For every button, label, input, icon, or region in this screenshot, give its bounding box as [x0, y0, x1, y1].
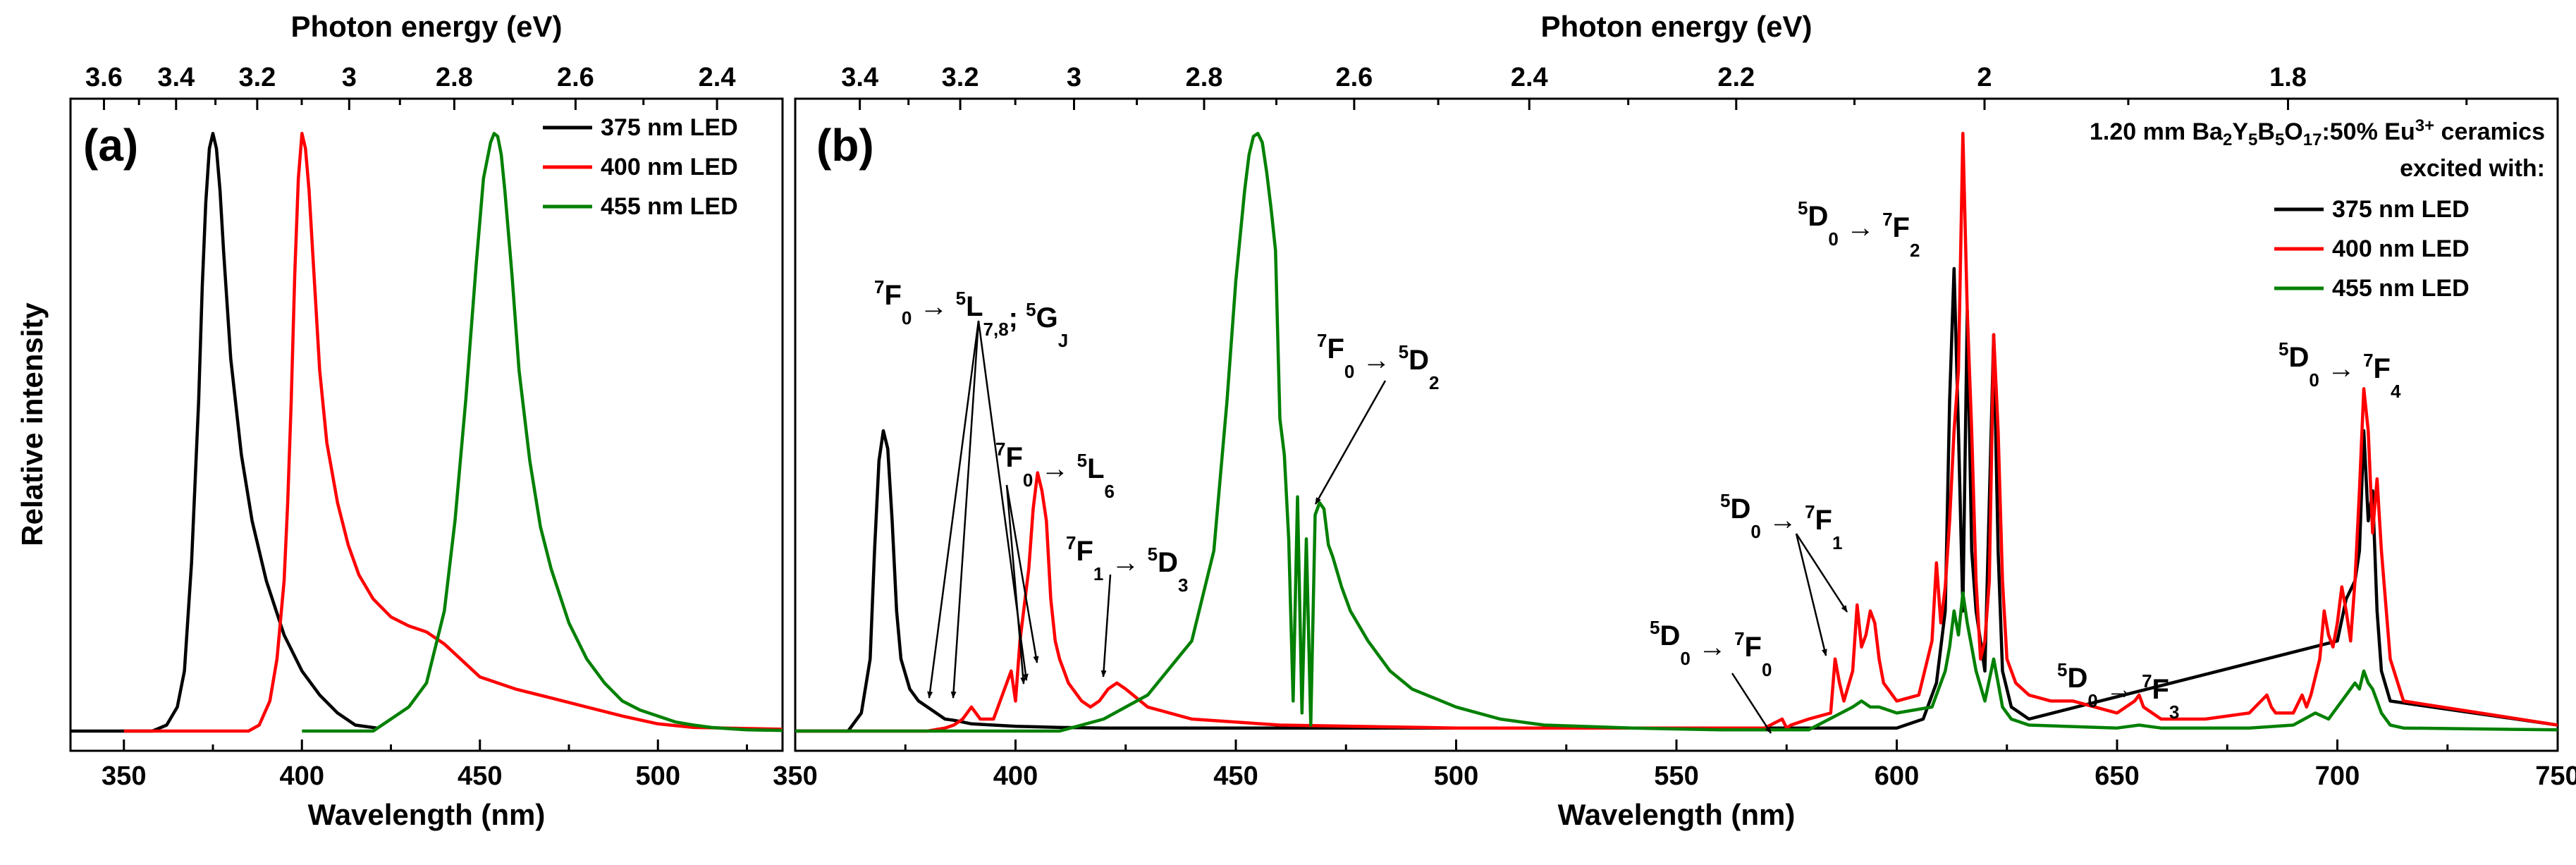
- top-tick-label: 3.2: [238, 63, 276, 92]
- legend: 1.20 mm Ba2Y5B5O17:50% Eu3+ ceramics exci…: [2090, 116, 2545, 302]
- annotation-arrow: [1731, 673, 1772, 734]
- legend-subtitle: excited with:: [2400, 155, 2545, 182]
- legend-entry: 375 nm LED: [601, 114, 738, 141]
- annotation-arrow: [927, 320, 980, 699]
- x-tick-label: 550: [1654, 761, 1698, 791]
- annotation-a1: 7F0 → 5L7,8; 5GJ: [874, 276, 1068, 351]
- plot-frame: [69, 97, 784, 752]
- panel-label: (a): [83, 120, 138, 171]
- x-tick-label: 700: [2315, 761, 2360, 791]
- legend-entry: 400 nm LED: [601, 154, 738, 180]
- x-tick-label: 400: [993, 761, 1038, 791]
- transition-annotations: 7F0 → 5L7,8; 5GJ 7F0 → 5L6 7F1 → 5D3 7F0 → …: [874, 197, 2401, 734]
- legend-entry: 455 nm LED: [601, 193, 738, 220]
- top-tick-label: 2.8: [436, 63, 473, 92]
- series-line-400-nm-led: [123, 132, 783, 733]
- x-tick-label: 500: [636, 761, 680, 791]
- legend-entry: 400 nm LED: [2332, 235, 2470, 262]
- top-tick-label: 2.4: [699, 63, 736, 92]
- series-line-400-nm-led: [795, 132, 2558, 733]
- annotation-arrow: [950, 320, 980, 699]
- top-axis-title: Photon energy (eV): [290, 10, 562, 43]
- top-axis-title: Photon energy (eV): [1540, 10, 1812, 43]
- x-tick-label: 750: [2535, 761, 2576, 791]
- annotation-a2: 7F0 → 5L6: [995, 438, 1115, 502]
- annotation-a9: 5D0 → 7F4: [2278, 338, 2401, 402]
- x-tick-label: 650: [2094, 761, 2139, 791]
- legend-title: 1.20 mm Ba2Y5B5O17:50% Eu3+ ceramics: [2090, 116, 2545, 149]
- series-line-455-nm-led: [795, 132, 2558, 733]
- panel-b: 350 400 450 500 550 600 650 700 750 3.4 3.2 3 2.8 2.…: [773, 10, 2576, 831]
- top-tick-label: 2.6: [557, 63, 594, 92]
- legend-entry: 375 nm LED: [2332, 196, 2470, 223]
- series-line-375-nm-led: [70, 132, 377, 733]
- annotation-a6: 5D0 → 7F0: [1650, 617, 1772, 680]
- top-tick-label: 3: [1067, 63, 1081, 92]
- annotation-arrow: [1795, 533, 1827, 656]
- x-tick-label: 350: [102, 761, 146, 791]
- annotation-a7: 5D0 → 7F2: [1798, 197, 1920, 261]
- annotation-a5: 5D0 → 7F1: [1720, 490, 1842, 553]
- annotation-arrow: [1005, 484, 1039, 663]
- top-tick-label: 3.6: [85, 63, 123, 92]
- annotation-a3: 7F1 → 5D3: [1066, 532, 1188, 596]
- top-tick-label: 2.2: [1717, 63, 1755, 92]
- x-axis-title: Wavelength (nm): [1558, 798, 1796, 831]
- x-tick-label: 450: [458, 761, 502, 791]
- top-tick-label: 2.8: [1186, 63, 1223, 92]
- top-tick-label: 2: [1977, 63, 1992, 92]
- legend: 375 nm LED 400 nm LED 455 nm LED: [543, 114, 738, 220]
- top-tick-label: 2.6: [1335, 63, 1373, 92]
- x-tick-label: 400: [280, 761, 324, 791]
- annotation-arrow: [1005, 484, 1026, 685]
- top-tick-label: 3.4: [157, 63, 195, 92]
- legend-entry: 455 nm LED: [2332, 275, 2470, 302]
- panel-label: (b): [816, 120, 874, 171]
- x-tick-label: 350: [773, 761, 817, 791]
- x-tick-label: 600: [1875, 761, 1919, 791]
- annotation-a4: 7F0 → 5D2: [1317, 330, 1439, 393]
- top-tick-label: 2.4: [1511, 63, 1548, 92]
- panel-a: 350 400 450 500 3.6 3.4 3.2 3 2.8 2.6 2.4 (a) Wav…: [16, 10, 784, 831]
- top-tick-label: 3.2: [942, 63, 979, 92]
- x-axis-title: Wavelength (nm): [308, 798, 546, 831]
- y-axis-title: Relative intensity: [16, 302, 49, 546]
- top-tick-label: 1.8: [2269, 63, 2307, 92]
- annotation-arrow: [1314, 380, 1387, 505]
- x-tick-label: 450: [1213, 761, 1258, 791]
- series-line-455-nm-led: [302, 132, 783, 733]
- top-tick-label: 3.4: [841, 63, 878, 92]
- annotation-arrow: [1100, 574, 1112, 677]
- series-line-375-nm-led: [795, 266, 2558, 733]
- x-tick-label: 500: [1434, 761, 1478, 791]
- annotation-arrow: [1795, 533, 1848, 613]
- annotation-a8: 5D0 → 7F3: [2057, 659, 2179, 723]
- top-tick-label: 3: [342, 63, 357, 92]
